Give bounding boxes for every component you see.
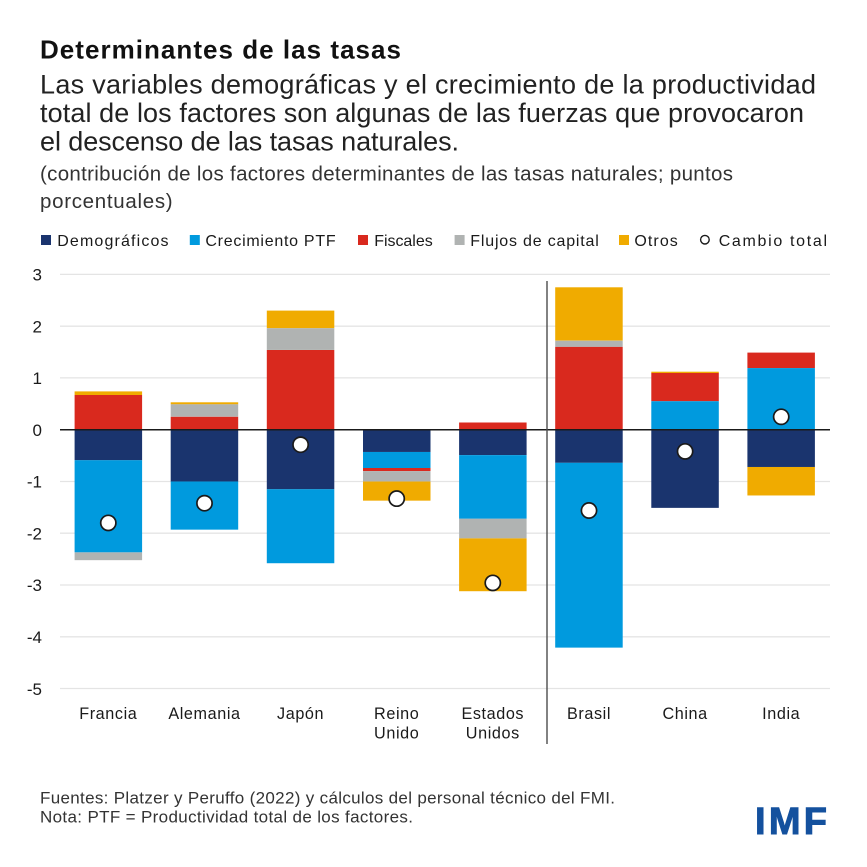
svg-text:3: 3 xyxy=(33,266,42,285)
svg-text:Estados: Estados xyxy=(461,705,524,723)
svg-text:-2: -2 xyxy=(27,524,42,543)
svg-text:Crecimiento PTF: Crecimiento PTF xyxy=(205,233,335,250)
svg-text:Reino: Reino xyxy=(374,705,419,723)
svg-text:China: China xyxy=(662,705,707,723)
svg-text:(contribución de los factores: (contribución de los factores determinan… xyxy=(40,163,733,186)
svg-text:Alemania: Alemania xyxy=(168,705,240,723)
svg-text:-3: -3 xyxy=(27,576,42,595)
svg-text:el descenso de las tasas natur: el descenso de las tasas naturales. xyxy=(40,127,459,157)
svg-text:Demográficos: Demográficos xyxy=(57,233,168,250)
svg-text:0: 0 xyxy=(33,421,42,440)
svg-text:-5: -5 xyxy=(27,680,42,699)
svg-text:total de los factores son algu: total de los factores son algunas de las… xyxy=(40,98,804,128)
svg-text:Nota: PTF = Productividad tot: Nota: PTF = Productividad total de los f… xyxy=(40,807,413,826)
svg-text:IMF: IMF xyxy=(755,801,827,843)
svg-text:Otros: Otros xyxy=(634,233,677,250)
svg-text:India: India xyxy=(762,705,800,723)
svg-text:Japón: Japón xyxy=(277,705,324,723)
svg-text:porcentuales): porcentuales) xyxy=(40,190,173,213)
svg-text:Unidos: Unidos xyxy=(466,725,520,743)
svg-text:Francia: Francia xyxy=(79,705,137,723)
svg-text:2: 2 xyxy=(33,317,42,336)
svg-text:Determinantes de las tasas: Determinantes de las tasas xyxy=(40,35,401,65)
svg-text:Flujos de capital: Flujos de capital xyxy=(470,233,599,250)
svg-text:1: 1 xyxy=(33,369,42,388)
svg-text:Fiscales: Fiscales xyxy=(374,233,433,250)
svg-text:Brasil: Brasil xyxy=(567,705,611,723)
svg-text:-1: -1 xyxy=(27,473,42,492)
svg-text:Fuentes: Platzer y Peruffo (20: Fuentes: Platzer y Peruffo (2022) y cálc… xyxy=(40,788,615,807)
svg-text:Las variables demográficas y e: Las variables demográficas y el crecimie… xyxy=(40,70,816,100)
svg-text:-4: -4 xyxy=(27,628,42,647)
svg-text:Cambio total: Cambio total xyxy=(719,233,827,250)
svg-text:Unido: Unido xyxy=(374,725,419,743)
